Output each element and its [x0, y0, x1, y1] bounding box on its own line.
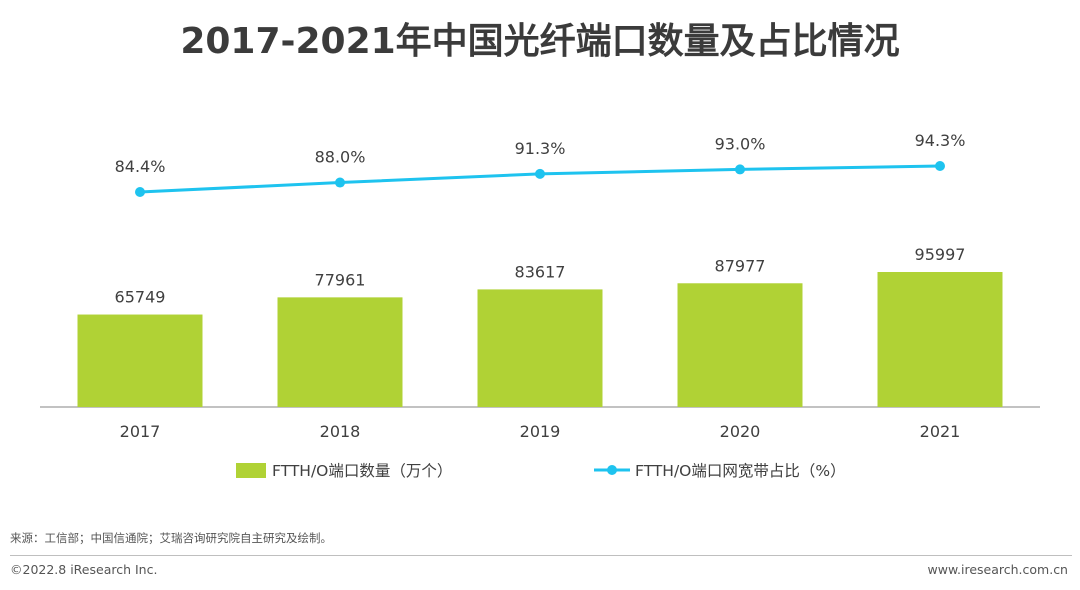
bar-label-2017: 65749	[115, 288, 166, 307]
legend-label-line: FTTH/O端口网宽带占比（%）	[635, 462, 846, 480]
source-note: 来源：工信部；中国信通院；艾瑞咨询研究院自主研究及绘制。	[10, 531, 332, 545]
bar-2021	[877, 272, 1003, 407]
line-label-2017: 84.4%	[115, 157, 166, 176]
bar-2018	[277, 297, 403, 407]
line-point-2019	[535, 168, 545, 179]
line-label-2020: 93.0%	[715, 134, 766, 153]
x-tick-2019: 2019	[520, 422, 561, 441]
footer-divider	[10, 555, 1072, 556]
legend-swatch-bar	[236, 463, 266, 478]
website-link[interactable]: www.iresearch.com.cn	[927, 562, 1069, 577]
bar-label-2021: 95997	[915, 245, 966, 264]
x-tick-2021: 2021	[920, 422, 961, 441]
legend-label-bar: FTTH/O端口数量（万个）	[272, 462, 452, 480]
bar-2019	[477, 289, 603, 407]
x-tick-2017: 2017	[120, 422, 161, 441]
line-label-2018: 88.0%	[315, 148, 366, 167]
bar-2020	[677, 283, 803, 407]
x-tick-2018: 2018	[320, 422, 361, 441]
line-point-2020	[735, 164, 745, 175]
line-label-2021: 94.3%	[915, 131, 966, 150]
combo-chart: 65749 2017 77961 2018 83617 2019 87977 2020 9599…	[40, 131, 1040, 480]
bar-label-2020: 87977	[715, 256, 766, 275]
legend-line-marker	[607, 465, 617, 475]
copyright-text: ©2022.8 iResearch Inc.	[10, 562, 158, 577]
x-tick-2020: 2020	[720, 422, 761, 441]
line-point-2017	[135, 187, 145, 197]
line-label-2019: 91.3%	[515, 139, 566, 158]
line-point-2021	[935, 161, 945, 171]
line-point-2018	[335, 177, 345, 188]
chart-title: 2017-2021年中国光纤端口数量及占比情况	[180, 21, 900, 62]
bar-2017	[77, 314, 203, 407]
bar-label-2018: 77961	[315, 270, 366, 289]
bar-label-2019: 83617	[515, 262, 566, 281]
